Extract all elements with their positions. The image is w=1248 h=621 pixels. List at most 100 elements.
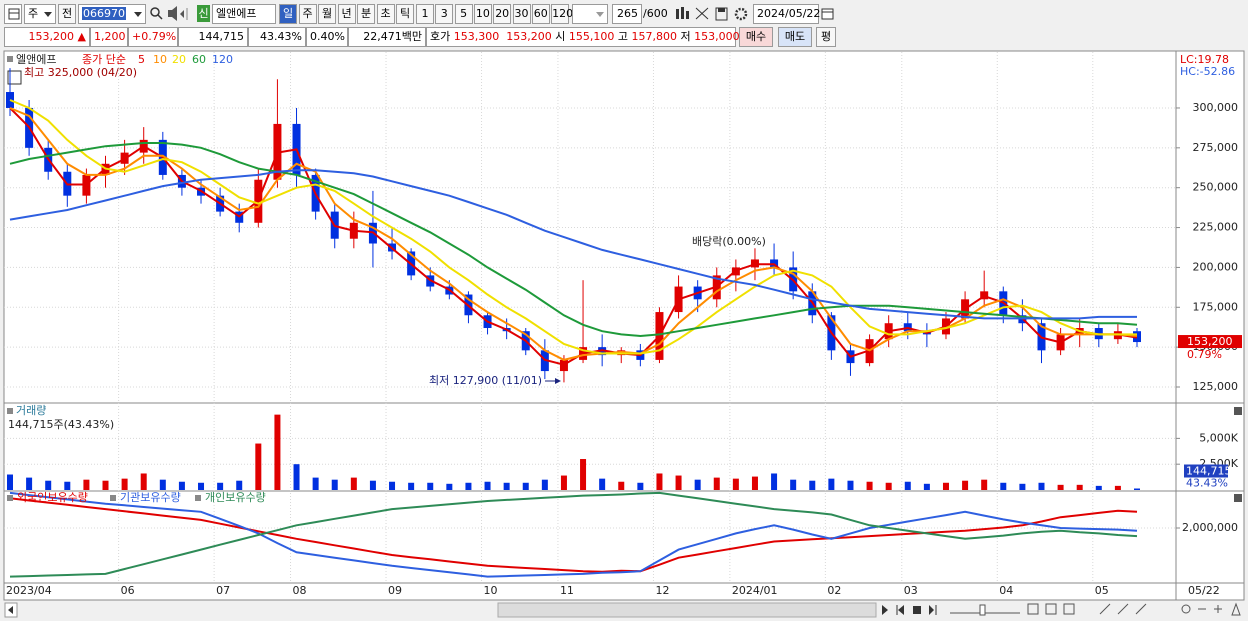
volume-bar [904,481,911,490]
volume-bar [484,481,491,490]
series-line [9,99,1137,355]
blank-select[interactable] [572,4,608,24]
volume-bar [618,481,625,490]
pane-close-icons[interactable] [1234,407,1242,502]
high-label: 최고 325,000 (04/20) [24,66,137,79]
volume-bar [312,477,319,490]
pane-subtitle: 144,715주(43.43%) [8,418,114,431]
legend-icon [110,495,116,501]
volume-bar [522,482,529,490]
sell-button[interactable]: 매도 [778,27,812,47]
low-label: 최저 127,900 (11/01) [429,374,542,387]
stock-name: 엘앤에프 [212,4,276,24]
volume-bar [503,482,510,490]
x-tick-label: 07 [216,584,230,597]
period-button[interactable]: 60 [531,4,550,24]
low-label: 저 [680,30,691,43]
x-tick-label: 04 [999,584,1013,597]
badge: 신 [197,5,210,22]
volume-bar [1019,483,1026,490]
date-input[interactable]: 2024/05/22 [753,4,820,24]
volume-bar [751,476,758,490]
volume-bar [599,478,606,490]
period-button[interactable]: 틱 [396,4,414,24]
volume-bar [981,479,988,490]
market-select[interactable]: 주 [24,4,56,24]
crosshair-icon[interactable] [7,70,22,85]
candle-body [6,92,14,108]
x-tick-label: 06 [121,584,135,597]
menu-icon[interactable] [4,4,22,24]
x-tick-label: 09 [388,584,402,597]
high: 157,800 [631,30,678,43]
y-tick-label: 200,000 [1193,260,1239,273]
volume-bar [217,482,224,490]
series-line [9,107,1138,366]
period-button[interactable]: 일 [279,4,297,24]
indicator: LC:19.78 [1180,53,1229,66]
series-name: 엘앤에프 [16,53,56,66]
nav-buttons[interactable] [882,602,1241,616]
volume-bar [656,473,663,490]
volume-bar [83,479,90,490]
period-button[interactable]: 주 [298,4,317,24]
x-tick-label: 05 [1095,584,1109,597]
buy-button[interactable]: 매수 [739,27,773,47]
period-button[interactable]: 1 [416,4,434,24]
indicator: HC:-52.86 [1180,65,1235,78]
arrow [596,12,604,17]
volume-bar [293,464,300,490]
calendar-icon[interactable] [820,4,836,24]
market: 주 [28,7,39,20]
y-tick-label: 175,000 [1193,300,1239,313]
volume-bar [828,478,835,490]
prev-button[interactable]: 전 [58,4,76,24]
change-tag: 0.79% [1187,348,1222,361]
chart-tools[interactable] [674,4,752,24]
ratio-tag: 43.43% [1186,477,1228,490]
legend-entry: 외국인보유수량 [17,491,88,504]
arrow [44,12,52,17]
volume-bar [580,459,587,490]
volume-bar [1134,488,1140,490]
period-button[interactable]: 초 [376,4,395,24]
x-tick-label: 2023/04 [6,584,52,597]
y-tick-label: 250,000 [1193,181,1239,194]
volume-bar [236,480,243,490]
legend-entry: 5 [138,53,145,66]
period-button[interactable]: 월 [318,4,336,24]
count[interactable]: 265 [612,4,642,24]
y-tick-label: 300,000 [1193,101,1239,114]
open-label: 시 [555,30,566,43]
period-button[interactable]: 분 [357,4,375,24]
scroll-thumb[interactable] [497,602,877,618]
volume-bar [790,479,797,490]
rate: +0.79% [128,27,178,47]
quote-detail: 호가 153,300 153,200 시 155,100 고 157,800 저… [426,27,740,47]
volume-bar [369,480,376,490]
avg-button[interactable]: 평 [816,27,836,47]
y-tick-label: 275,000 [1193,141,1239,154]
x-end-label: 05/22 [1188,584,1220,597]
code-input[interactable]: 066970 [78,4,146,24]
legend-icon [195,495,201,501]
open: 155,100 [568,30,615,43]
volume-bar [637,482,644,490]
tool-icons[interactable] [148,4,192,24]
legend-entry: 60 [192,53,206,66]
volume-bar [408,482,415,490]
volume-tag-text: 144,715 [1186,465,1232,478]
period-button[interactable]: 30 [512,4,531,24]
period-button[interactable]: 120 [551,4,573,24]
period-button[interactable]: 3 [435,4,454,24]
period-button[interactable]: 10 [473,4,492,24]
period-button[interactable]: 5 [454,4,473,24]
price-tag [1178,335,1242,349]
count-max: /600 [643,7,668,20]
period-button[interactable]: 20 [493,4,512,24]
period-button[interactable]: 년 [337,4,356,24]
volume-bar [465,482,472,490]
series-line [9,491,1138,578]
ask-label: 호가 [430,30,451,43]
y-tick-label: 225,000 [1193,221,1239,234]
